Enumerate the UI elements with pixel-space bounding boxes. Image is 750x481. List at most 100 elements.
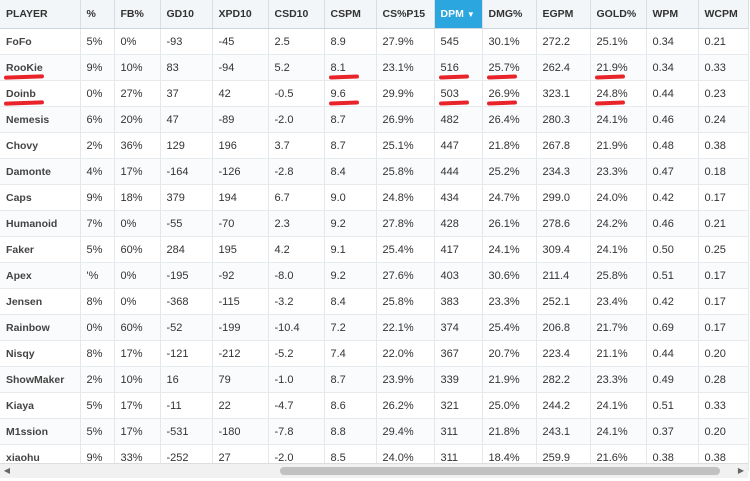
stat-cell: -212 — [212, 340, 269, 367]
scrollbar-thumb[interactable] — [280, 467, 720, 475]
cell-value: 8% — [86, 347, 103, 360]
stat-cell: 252.1 — [536, 288, 591, 315]
table-row[interactable]: Humanoid 7% 0% -55 -70 2.3 9.2 27.8% 428 26.1% 278… — [0, 210, 749, 237]
cell-value: 267.8 — [542, 139, 571, 152]
cell-value: 25.8% — [596, 269, 628, 282]
stat-cell: -55 — [160, 210, 213, 237]
cell-value: 9.6 — [330, 87, 346, 100]
cell-value: Humanoid — [6, 217, 58, 230]
stat-cell: 2.5 — [268, 28, 325, 55]
stat-cell: 25.8% — [376, 288, 435, 315]
table-row[interactable]: FoFo 5% 0% -93 -45 2.5 8.9 27.9% 545 30.1% 272.2 25… — [0, 28, 749, 55]
table-row[interactable]: Apex '% 0% -195 -92 -8.0 9.2 27.6% 403 30.6% 211.4… — [0, 262, 749, 289]
cell-value: 0.34 — [652, 35, 674, 48]
table-row[interactable]: Damonte 4% 17% -164 -126 -2.8 8.4 25.8% 444 25.2%… — [0, 158, 749, 185]
column-header-label: % — [86, 8, 96, 20]
player-name-cell[interactable]: Jensen — [0, 288, 81, 315]
stat-cell: 8.7 — [324, 132, 377, 159]
cell-value: -121 — [166, 347, 189, 360]
stat-cell: 24.2% — [590, 210, 647, 237]
column-header-wcpm[interactable]: WCPM — [698, 0, 749, 29]
cell-value: -94 — [218, 61, 235, 74]
column-header-egpm[interactable]: EGPM — [536, 0, 591, 29]
player-name-cell[interactable]: FoFo — [0, 28, 81, 55]
player-name-cell[interactable]: M1ssion — [0, 418, 81, 445]
cell-value: 8.6 — [330, 399, 346, 412]
stat-cell: 0.17 — [698, 288, 749, 315]
table-row[interactable]: Nemesis 6% 20% 47 -89 -2.0 8.7 26.9% 482 26.4% 280… — [0, 106, 749, 133]
table-row[interactable]: Nisqy 8% 17% -121 -212 -5.2 7.4 22.0% 367 20.7% 22… — [0, 340, 749, 367]
player-name-cell[interactable]: Kiaya — [0, 392, 81, 419]
table-row[interactable]: Rainbow 0% 60% -52 -199 -10.4 7.2 22.1% 374 25.4%… — [0, 314, 749, 341]
stat-cell: -94 — [212, 54, 269, 81]
stat-cell: 23.4% — [590, 288, 647, 315]
column-header-label: DMG% — [488, 8, 523, 20]
player-name-cell[interactable]: Nemesis — [0, 106, 81, 133]
stat-cell: 24.1% — [590, 236, 647, 263]
column-header-gold[interactable]: GOLD% — [590, 0, 647, 29]
cell-value: 0.33 — [704, 399, 726, 412]
column-header-xpd10[interactable]: XPD10 — [212, 0, 269, 29]
player-name-cell[interactable]: RooKie — [0, 54, 81, 81]
cell-value: 403 — [440, 269, 459, 282]
stat-cell: 26.9% — [482, 80, 537, 107]
red-underline-annotation — [3, 74, 45, 80]
column-header-[interactable]: % — [80, 0, 115, 29]
table-row[interactable]: Chovy 2% 36% 129 196 3.7 8.7 25.1% 447 21.8% 267.8… — [0, 132, 749, 159]
cell-value: -199 — [218, 321, 241, 334]
stat-cell: 79 — [212, 366, 269, 393]
stat-cell: 30.1% — [482, 28, 537, 55]
player-name-cell[interactable]: Faker — [0, 236, 81, 263]
table-row[interactable]: Doinb 0% 27% 37 42 -0.5 9.6 29.9% 503 26.9% 323.1 2… — [0, 80, 749, 107]
chevron-left-icon[interactable]: ◀ — [3, 466, 11, 475]
stat-cell: -368 — [160, 288, 213, 315]
column-header-dpm[interactable]: DPM ▼ — [434, 0, 483, 29]
player-name-cell[interactable]: ShowMaker — [0, 366, 81, 393]
cell-value: -45 — [218, 35, 235, 48]
column-header-csd10[interactable]: CSD10 — [268, 0, 325, 29]
cell-value: 195 — [218, 243, 237, 256]
cell-value: 30.1% — [488, 35, 520, 48]
chevron-right-icon[interactable]: ▶ — [737, 466, 745, 475]
cell-value: 8.4 — [330, 165, 346, 178]
column-header-player[interactable]: PLAYER — [0, 0, 81, 29]
cell-value: 0.17 — [704, 191, 726, 204]
table-row[interactable]: RooKie 9% 10% 83 -94 5.2 8.1 23.1% 516 25.7% 262.4… — [0, 54, 749, 81]
column-header-fb[interactable]: FB% — [114, 0, 161, 29]
table-body: FoFo 5% 0% -93 -45 2.5 8.9 27.9% 545 30.1% 272.2 25… — [0, 28, 749, 471]
stat-cell: 5% — [80, 236, 115, 263]
player-name-cell[interactable]: Caps — [0, 184, 81, 211]
horizontal-scrollbar[interactable]: ◀ ▶ — [0, 463, 748, 478]
stat-cell: 0.17 — [698, 184, 749, 211]
cell-value: 311 — [440, 451, 459, 464]
cell-value: 0% — [86, 321, 103, 334]
stat-cell: 60% — [114, 314, 161, 341]
table-row[interactable]: ShowMaker 2% 10% 16 79 -1.0 8.7 23.9% 339 21.9% 28… — [0, 366, 749, 393]
cell-value: 24.0% — [382, 451, 414, 464]
column-header-gd10[interactable]: GD10 — [160, 0, 213, 29]
table-row[interactable]: Faker 5% 60% 284 195 4.2 9.1 25.4% 417 24.1% 309.4… — [0, 236, 749, 263]
cell-value: 2% — [86, 139, 103, 152]
column-header-cspm[interactable]: CSPM — [324, 0, 377, 29]
player-name-cell[interactable]: Rainbow — [0, 314, 81, 341]
table-row[interactable]: Caps 9% 18% 379 194 6.7 9.0 24.8% 434 24.7% 299.0 2… — [0, 184, 749, 211]
cell-value: 0.51 — [652, 399, 674, 412]
column-header-cs-p15[interactable]: CS%P15 — [376, 0, 435, 29]
table-row[interactable]: Kiaya 5% 17% -11 22 -4.7 8.6 26.2% 321 25.0% 244.2… — [0, 392, 749, 419]
player-name-cell[interactable]: Damonte — [0, 158, 81, 185]
column-header-dmg[interactable]: DMG% — [482, 0, 537, 29]
player-name-cell[interactable]: Humanoid — [0, 210, 81, 237]
cell-value: 24.2% — [596, 217, 628, 230]
stat-cell: 60% — [114, 236, 161, 263]
player-name-cell[interactable]: Chovy — [0, 132, 81, 159]
column-header-wpm[interactable]: WPM — [646, 0, 699, 29]
stat-cell: 0.51 — [646, 262, 699, 289]
table-row[interactable]: Jensen 8% 0% -368 -115 -3.2 8.4 25.8% 383 23.3% 25… — [0, 288, 749, 315]
cell-value: 22.1% — [382, 321, 414, 334]
player-name-cell[interactable]: Doinb — [0, 80, 81, 107]
table-row[interactable]: M1ssion 5% 17% -531 -180 -7.8 8.8 29.4% 311 21.8%… — [0, 418, 749, 445]
cell-value: Apex — [6, 269, 32, 282]
cell-value: 379 — [166, 191, 185, 204]
player-name-cell[interactable]: Nisqy — [0, 340, 81, 367]
player-name-cell[interactable]: Apex — [0, 262, 81, 289]
